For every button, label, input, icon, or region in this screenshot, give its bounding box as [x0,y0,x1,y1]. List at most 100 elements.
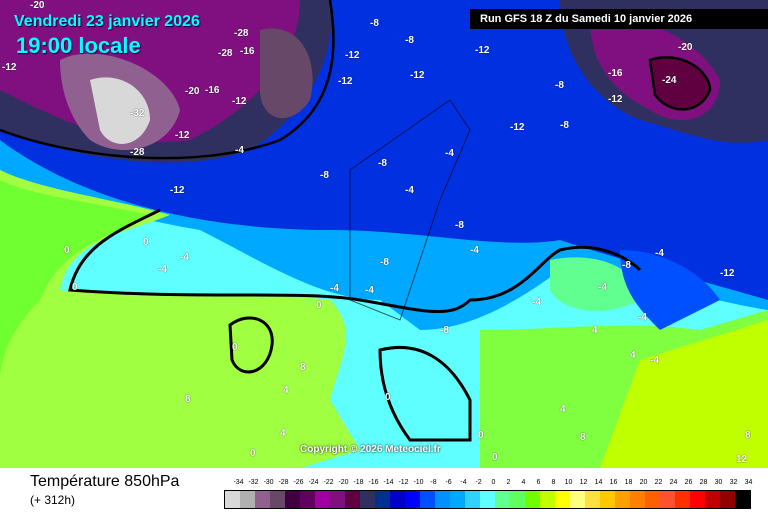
color-swatch [660,491,675,508]
temperature-label: -32 [130,108,145,119]
temperature-label: -4 [650,355,659,366]
color-scale [224,490,751,509]
scale-label: -16 [368,479,379,486]
color-swatch [645,491,660,508]
scale-label: -6 [445,479,452,486]
temperature-label: -12 [720,268,735,279]
temperature-label: -4 [180,252,189,263]
scale-label: 26 [684,479,693,486]
scale-label: 16 [609,479,618,486]
color-swatch [270,491,285,508]
scale-label: 24 [669,479,678,486]
scale-label: 32 [729,479,738,486]
color-swatch [540,491,555,508]
copyright: Copyright © 2026 Meteociel.fr [300,444,441,455]
temperature-label: -12 [475,45,490,56]
temperature-label: -12 [410,70,425,81]
color-swatch [375,491,390,508]
temperature-label: -8 [370,18,379,29]
temperature-label: 4 [283,385,289,396]
color-swatch [315,491,330,508]
color-swatch [720,491,735,508]
temperature-label: -4 [598,282,607,293]
color-swatch [465,491,480,508]
temperature-label: -4 [638,312,647,323]
temperature-label: 0 [250,448,256,459]
scale-label: -30 [263,479,274,486]
color-swatch [735,491,750,508]
temperature-label: -4 [158,264,167,275]
color-swatch [420,491,435,508]
forecast-date: Vendredi 23 janvier 2026 [14,13,200,30]
color-swatch [225,491,240,508]
temperature-label: 4 [280,428,286,439]
temperature-label: -12 [175,130,190,141]
temperature-label: 8 [185,394,191,405]
temperature-label: 0 [232,342,238,353]
scale-label: 20 [639,479,648,486]
temperature-label: -12 [338,76,353,87]
scale-label: 0 [491,479,496,486]
legend-footer: Température 850hPa (+ 312h) -34 -32 -30 -28… [0,468,768,512]
temperature-label: 0 [316,300,322,311]
temperature-label: 4 [560,404,566,415]
temperature-label: -8 [405,35,414,46]
scale-label: -10 [413,479,424,486]
color-swatch [510,491,525,508]
temperature-label: -4 [235,145,244,156]
color-swatch [240,491,255,508]
scale-label: -32 [248,479,259,486]
temperature-label: -12 [2,62,17,73]
scale-label: 6 [536,479,541,486]
scale-label: -28 [278,479,289,486]
scale-label: -22 [323,479,334,486]
color-swatch [600,491,615,508]
temperature-label: -12 [232,96,247,107]
scale-label: 28 [699,479,708,486]
temperature-label: -16 [205,85,220,96]
color-swatch [690,491,705,508]
scale-label: -18 [353,479,364,486]
temperature-label: -4 [365,285,374,296]
scale-label: 12 [579,479,588,486]
scale-label: -12 [398,479,409,486]
color-swatch [555,491,570,508]
temperature-label: -12 [345,50,360,61]
temperature-label: -8 [455,220,464,231]
color-swatch [405,491,420,508]
scale-label: 2 [506,479,511,486]
forecast-offset: (+ 312h) [30,493,76,507]
temperature-label: -8 [560,120,569,131]
scale-label: 14 [594,479,603,486]
temperature-label: -16 [240,46,255,57]
temperature-label: -12 [170,185,185,196]
temperature-label: -28 [130,147,145,158]
temperature-label: 0 [72,282,78,293]
temperature-label: -8 [380,257,389,268]
color-swatch [390,491,405,508]
color-swatch [330,491,345,508]
temperature-label: -28 [218,48,233,59]
temperature-label: -16 [608,68,623,79]
scale-label: 18 [624,479,633,486]
scale-label: -14 [383,479,394,486]
scale-label: 8 [551,479,556,486]
color-swatch [570,491,585,508]
color-swatch [450,491,465,508]
color-swatch [255,491,270,508]
temperature-label: 4 [630,350,636,361]
color-swatch [525,491,540,508]
temperature-label: -4 [470,245,479,256]
temperature-label: -20 [30,0,45,11]
scale-label: -20 [338,479,349,486]
temperature-label: 8 [580,432,586,443]
forecast-time: 19:00 locale [16,33,141,58]
scale-label: 4 [521,479,526,486]
color-swatch [480,491,495,508]
temperature-label: -20 [678,42,693,53]
temperature-label: 0 [143,237,149,248]
scale-label: 22 [654,479,663,486]
temperature-label: -12 [608,94,623,105]
temperature-field [0,0,768,468]
color-swatch [630,491,645,508]
